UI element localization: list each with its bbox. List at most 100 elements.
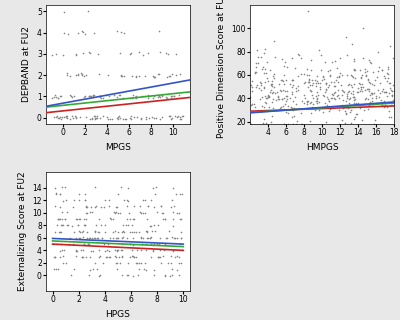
Point (82, 222, 88, 228)
Point (259, 95, 266, 100)
Point (54, 95, 61, 100)
Point (72, 248, 79, 253)
Point (162, 217, 168, 222)
Point (83, 254, 90, 260)
Point (136, 229, 142, 234)
Point (96, 94, 103, 99)
Point (150, 273, 157, 278)
Point (87, 116, 94, 122)
Point (111, 254, 118, 259)
Point (156, 254, 162, 259)
Point (76, 229, 82, 234)
Point (341, 89, 347, 94)
Point (359, 72, 366, 77)
Point (248, 102, 254, 108)
Point (163, 96, 170, 101)
Point (304, 99, 310, 104)
Y-axis label: Positive Dimension Score at FU2: Positive Dimension Score at FU2 (217, 0, 226, 138)
Point (169, 94, 175, 99)
Point (262, 93, 268, 98)
Point (120, 116, 126, 122)
Point (249, 85, 256, 90)
Point (94, 115, 100, 120)
Point (334, 80, 341, 85)
Point (80, 50, 86, 55)
Point (74, 223, 81, 228)
Point (360, 85, 366, 90)
Point (165, 52, 171, 57)
Point (170, 210, 176, 215)
Point (283, 98, 290, 103)
Point (89, 210, 95, 215)
Point (306, 79, 312, 84)
Point (263, 95, 269, 100)
Point (127, 242, 134, 247)
Point (67, 73, 74, 78)
Point (389, 93, 395, 99)
Point (249, 89, 256, 94)
Point (290, 107, 296, 112)
Point (170, 248, 176, 253)
Point (301, 100, 308, 105)
Point (386, 81, 392, 86)
Point (292, 95, 298, 100)
Point (56, 116, 62, 121)
Point (167, 260, 174, 265)
Point (260, 70, 267, 76)
Point (98, 223, 104, 228)
Point (324, 103, 330, 108)
Point (54, 217, 61, 222)
Point (104, 254, 110, 259)
Point (325, 69, 332, 74)
Point (351, 95, 357, 100)
Point (340, 89, 346, 94)
Point (312, 77, 318, 82)
Point (344, 95, 350, 100)
Point (112, 210, 119, 215)
Point (54, 223, 61, 228)
Point (292, 65, 298, 70)
Point (274, 94, 281, 99)
Point (159, 92, 165, 98)
Point (142, 73, 148, 78)
Point (79, 254, 85, 260)
Point (138, 236, 144, 241)
Point (162, 273, 168, 278)
Point (131, 229, 137, 235)
Point (318, 68, 324, 73)
Point (342, 120, 348, 125)
Point (84, 8, 91, 13)
Point (86, 236, 92, 241)
Point (58, 94, 64, 99)
Point (390, 100, 397, 105)
Point (106, 198, 112, 203)
Point (102, 197, 108, 203)
Point (52, 204, 58, 209)
Point (78, 72, 85, 77)
Point (132, 73, 139, 78)
Point (87, 93, 93, 99)
Point (107, 216, 113, 221)
Point (49, 95, 56, 100)
Point (298, 122, 305, 127)
Point (320, 74, 326, 79)
Point (348, 41, 355, 46)
Point (304, 101, 310, 106)
Point (391, 89, 397, 94)
Point (173, 73, 179, 78)
Point (376, 95, 382, 100)
Point (124, 197, 130, 203)
Point (289, 55, 296, 60)
Point (253, 84, 260, 90)
Point (92, 116, 98, 122)
Point (52, 185, 58, 190)
Point (128, 254, 135, 259)
Point (99, 235, 105, 240)
Point (265, 104, 272, 109)
Y-axis label: DEPBAND at FU2: DEPBAND at FU2 (22, 27, 32, 102)
Point (358, 75, 364, 80)
Point (132, 229, 139, 234)
Point (115, 235, 122, 240)
Point (355, 80, 362, 85)
Point (155, 254, 161, 259)
